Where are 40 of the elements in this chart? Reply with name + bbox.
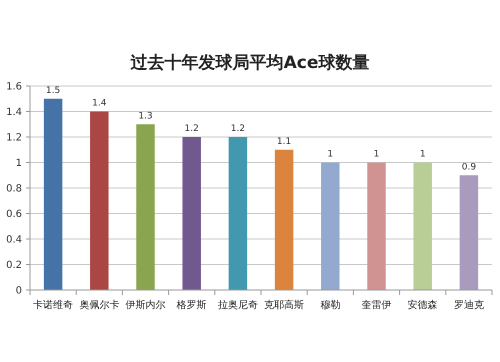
bar: [460, 175, 478, 290]
x-tick-label: 伊斯内尔: [126, 299, 166, 311]
x-tick-label: 罗迪克: [454, 299, 484, 311]
data-label: 1.2: [184, 124, 199, 134]
y-tick-label: 1.6: [6, 82, 22, 92]
bar: [136, 124, 155, 290]
chart-title: 过去十年发球局平均Ace球数量: [130, 53, 370, 73]
x-tick-label: 克耶高斯: [264, 299, 304, 311]
data-label: 1: [327, 150, 334, 160]
y-tick-label: 1.4: [6, 107, 22, 118]
bar: [182, 137, 201, 290]
bar: [228, 137, 248, 290]
bar: [274, 150, 294, 290]
data-label: 1: [374, 150, 380, 160]
y-tick-label: 0.2: [6, 260, 22, 271]
x-tick-label: 拉奥尼奇: [218, 299, 258, 311]
data-label: 1: [420, 150, 426, 160]
data-label: 1.4: [92, 98, 107, 108]
y-tick-label: 1.2: [6, 132, 22, 144]
y-tick-label: 0.6: [6, 209, 22, 220]
data-label: 1.1: [276, 136, 292, 147]
data-label: 0.9: [462, 162, 476, 172]
y-tick-label: 0.8: [6, 184, 22, 194]
bar: [367, 162, 386, 290]
x-tick-label: 安德森: [408, 299, 438, 311]
bar: [321, 162, 340, 290]
data-label: 1.5: [46, 86, 60, 96]
y-tick-label: 0.4: [6, 234, 22, 246]
bar: [90, 112, 109, 290]
data-label: 1.3: [138, 111, 153, 122]
y-tick-label: 0: [16, 286, 22, 296]
x-tick-label: 卡诺维奇: [33, 299, 74, 311]
bar: [413, 162, 432, 290]
x-tick-label: 穆勒: [320, 299, 340, 311]
x-tick-label: 格罗斯: [176, 299, 207, 311]
x-tick-label: 奥佩尔卡: [79, 299, 120, 311]
y-tick-label: 1: [16, 158, 22, 169]
bar: [44, 98, 62, 290]
x-tick-label: 奎雷伊: [362, 299, 392, 311]
data-label: 1.2: [230, 124, 246, 134]
